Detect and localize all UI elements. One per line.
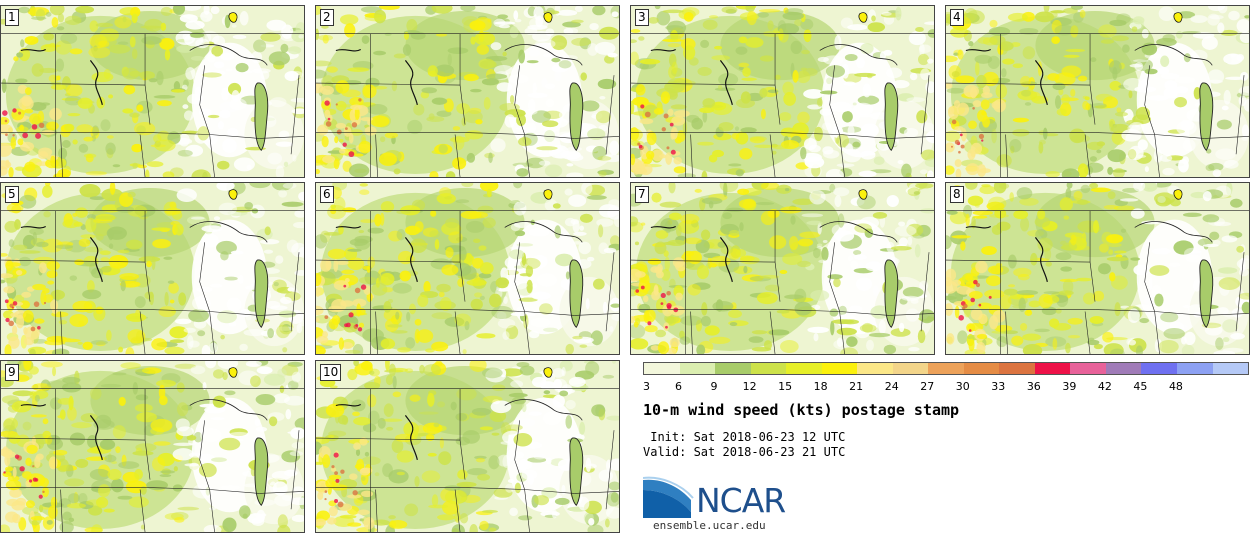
colorbar-tick-label: 12 [742,380,757,393]
ensemble-member-map-4: 4 [945,5,1250,178]
wind-speed-map [1,361,304,532]
ensemble-member-map-2: 2 [315,5,620,178]
colorbar-tick-label: 27 [920,380,935,393]
colorbar-segment [1212,363,1249,374]
ensemble-member-map-3: 3 [630,5,935,178]
wind-speed-map [316,6,619,177]
wind-speed-map [631,6,934,177]
colorbar-tick-label: 6 [675,380,683,393]
colorbar-tick-label: 48 [1168,380,1183,393]
member-number-label: 4 [950,9,964,26]
colorbar-tick-label: 3 [643,380,650,393]
colorbar-segment [715,363,751,374]
plot-title: 10-m wind speed (kts) postage stamp [643,401,960,419]
ensemble-member-map-1: 1 [0,5,305,178]
colorbar-tick-label: 30 [955,380,970,393]
colorbar-tick-label: 36 [1026,380,1041,393]
ensemble-member-map-8: 8 [945,182,1250,355]
colorbar-tick-label: 18 [813,380,828,393]
wind-speed-map [1,6,304,177]
colorbar-tick-label: 39 [1062,380,1077,393]
ensemble-member-map-9: 9 [0,360,305,533]
ensemble-member-map-6: 6 [315,182,620,355]
colorbar-segment [1034,363,1071,374]
colorbar-segment [963,363,1000,374]
member-number-label: 8 [950,186,964,203]
colorbar-segment [1105,363,1142,374]
wind-speed-map [1,183,304,354]
colorbar-tick-label: 24 [884,380,899,393]
website-url: ensemble.ucar.edu [653,519,766,532]
wind-speed-map [316,361,619,532]
member-number-label: 3 [635,9,649,26]
colorbar-tick-label: 42 [1097,380,1112,393]
colorbar-ticks: 3 6 9 12 15 18 21 24 27 30 33 36 39 42 45 48 [643,380,1249,394]
init-time: Init: Sat 2018-06-23 12 UTC [643,430,846,444]
colorbar-segment [821,363,858,374]
colorbar-segment [679,363,716,374]
colorbar-tick-label: 21 [849,380,864,393]
colorbar-strip [643,362,1249,375]
colorbar-segment [1070,363,1106,374]
colorbar-segment [892,363,929,374]
colorbar-tick-label: 33 [991,380,1006,393]
member-number-label: 7 [635,186,649,203]
colorbar-tick-label: 9 [710,380,718,393]
ncar-logo-icon [643,476,694,518]
wind-speed-map [631,183,934,354]
ncar-logo-text: NCAR [696,481,786,520]
colorbar-segment [750,363,787,374]
colorbar-segment [928,363,964,374]
ensemble-member-map-10: 10 [315,360,620,533]
member-number-label: 1 [5,9,19,26]
colorbar-tick-label: 45 [1133,380,1148,393]
colorbar-segment [1141,363,1177,374]
wind-speed-map [946,183,1249,354]
colorbar-segment [999,363,1035,374]
colorbar-tick-label: 15 [778,380,793,393]
colorbar-segment [857,363,893,374]
colorbar-segment [1176,363,1213,374]
member-number-label: 10 [320,364,342,381]
wind-speed-map [946,6,1249,177]
wind-speed-map [316,183,619,354]
member-number-label: 9 [5,364,19,381]
member-number-label: 5 [5,186,19,203]
ensemble-member-map-7: 7 [630,182,935,355]
valid-time: Valid: Sat 2018-06-23 21 UTC [643,445,846,459]
member-number-label: 2 [320,9,334,26]
ensemble-member-map-5: 5 [0,182,305,355]
colorbar-segment [644,363,680,374]
colorbar-segment [786,363,822,374]
colorbar: 3 6 9 12 15 18 21 24 27 30 33 36 39 42 45 48 [643,362,1249,394]
member-number-label: 6 [320,186,334,203]
